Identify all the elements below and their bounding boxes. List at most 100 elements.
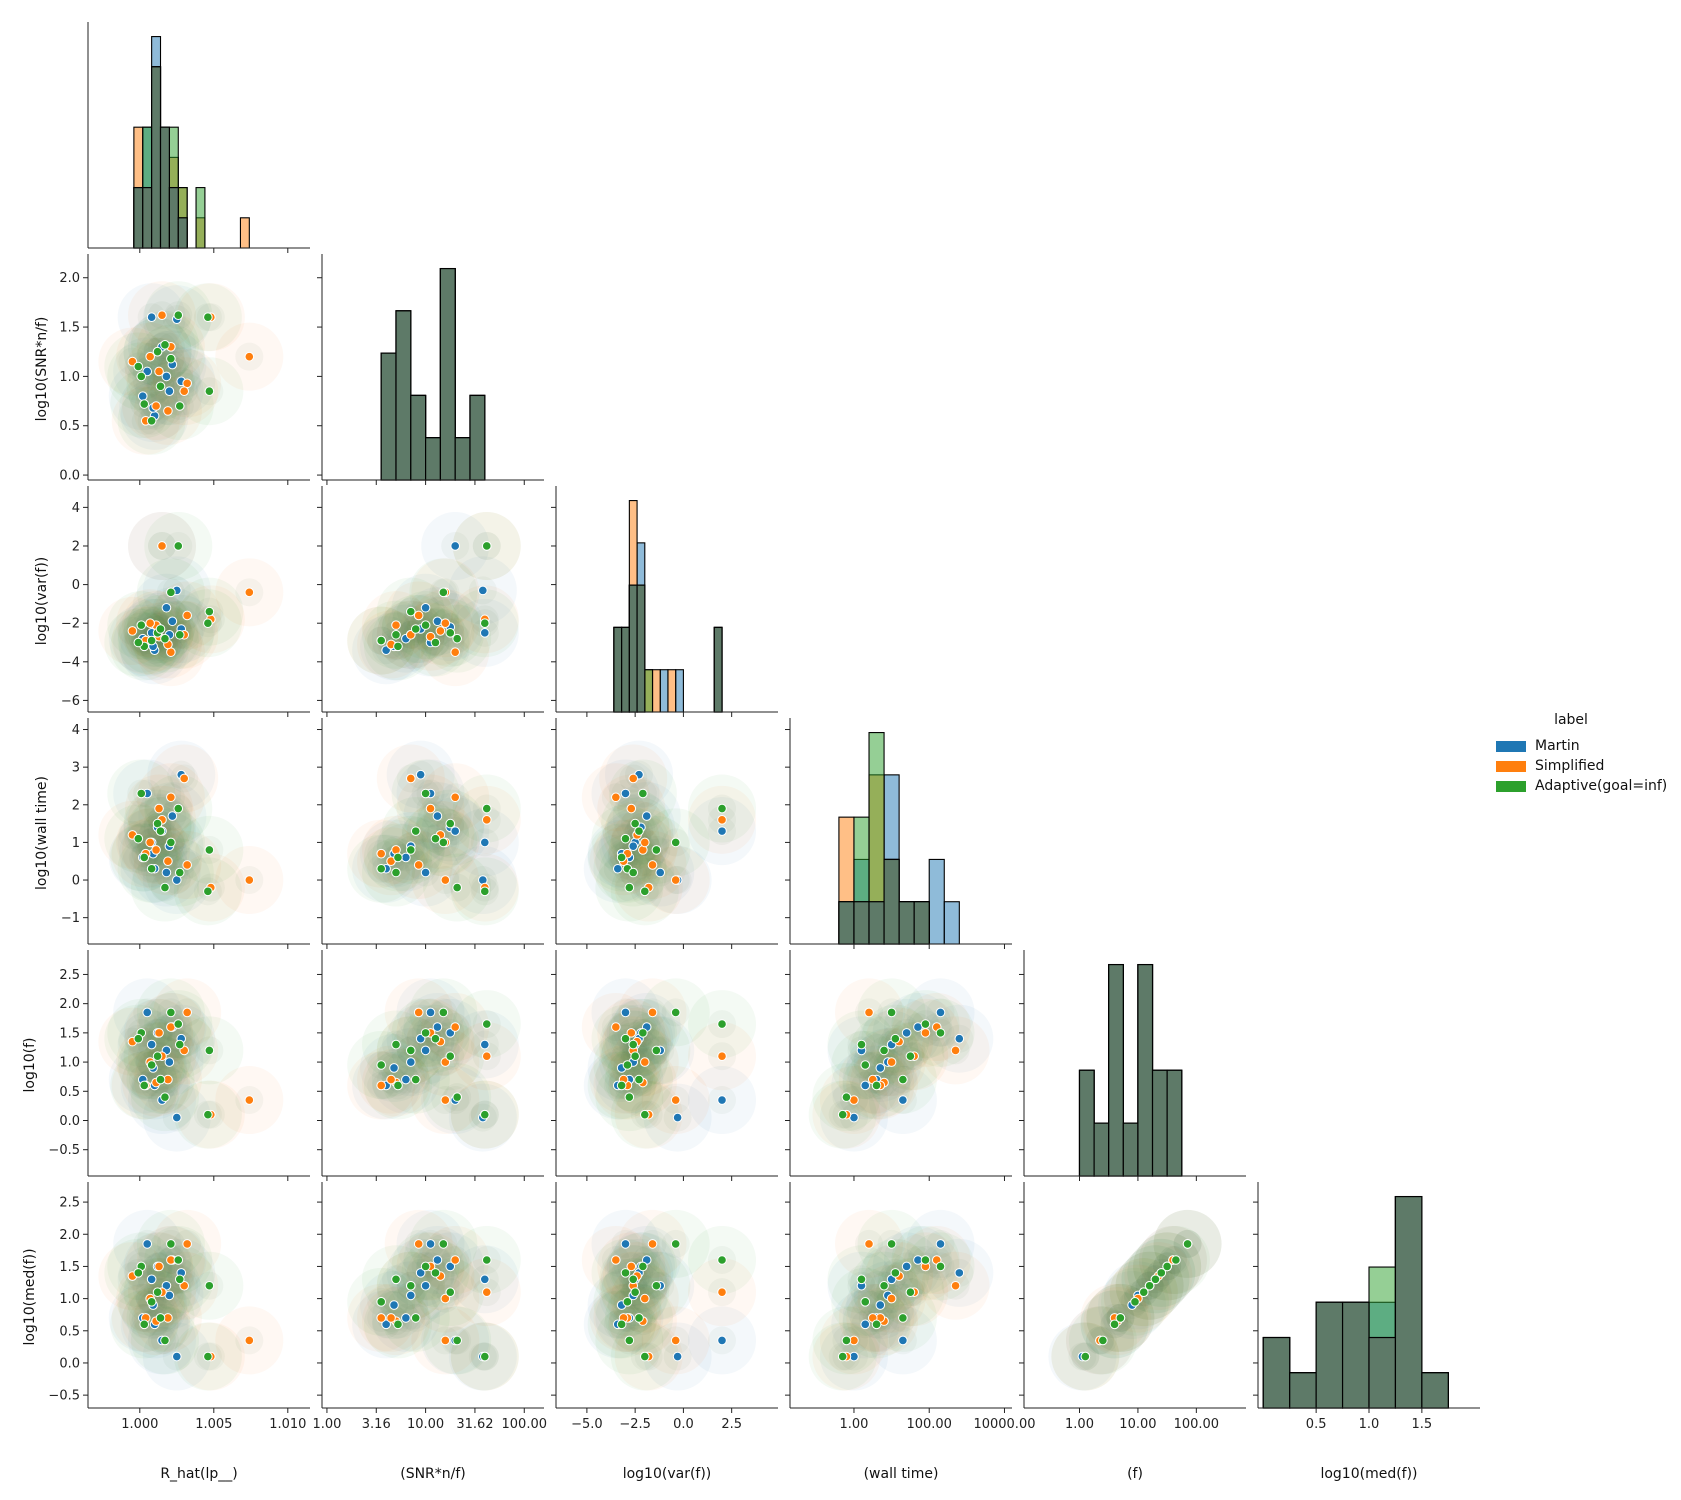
scatter-point-adaptive (406, 606, 416, 617)
scatter-point-adaptive (160, 1335, 170, 1346)
scatter-point-adaptive (717, 1255, 727, 1265)
scatter-point-adaptive (879, 1280, 889, 1291)
x-tick-label: 1.0 (1359, 1417, 1380, 1432)
scatter-point-simplified (647, 1239, 658, 1249)
hist-overlap-bar (853, 901, 870, 945)
scatter-point-adaptive (481, 1019, 492, 1029)
scatter-point-adaptive (481, 803, 492, 814)
scatter-point-adaptive (391, 629, 401, 640)
legend-item-martin: Martin (1496, 736, 1681, 756)
x-tick-label: 0.5 (1306, 1417, 1327, 1432)
scatter-point-martin (860, 1319, 871, 1330)
scatter-point-adaptive (871, 1080, 882, 1091)
scatter-point-simplified (145, 837, 155, 848)
y-tick-label: −0.5 (48, 1143, 80, 1158)
scatter-point-simplified (154, 1261, 164, 1272)
y-axis-label: log10(SNR*n/f) (34, 317, 50, 422)
scatter-point-adaptive (391, 1039, 401, 1050)
scatter-point-adaptive (905, 1051, 916, 1062)
scatter-point-simplified (163, 856, 173, 867)
scatter-point-adaptive (438, 587, 449, 598)
scatter-point-martin (389, 1300, 399, 1310)
scatter-point-martin (478, 585, 488, 596)
y-axis-label: log10(med(f)) (22, 1248, 38, 1345)
scatter-point-martin (612, 863, 623, 874)
panel-r3-c0: −1 0 1 2 3 4 (61, 718, 310, 949)
y-axis-label: log10(var(f)) (34, 557, 50, 646)
x-tick-label: 100.00 (1174, 1417, 1220, 1432)
scatter-point-adaptive (616, 852, 627, 863)
scatter-point-adaptive (146, 863, 157, 874)
scatter-point-simplified (244, 587, 255, 598)
y-tick-label: 0 (72, 874, 80, 889)
hist-overlap-bar (395, 310, 412, 481)
scatter-point-simplified (950, 1045, 961, 1056)
scatter-point-adaptive (420, 620, 431, 630)
scatter-point-adaptive (204, 606, 215, 617)
hist-bar-simplified (667, 669, 677, 713)
panel-r1-c1 (317, 254, 544, 485)
scatter-point-adaptive (139, 1319, 150, 1330)
scatter-point-adaptive (898, 1313, 908, 1323)
scatter-point-adaptive (376, 863, 387, 874)
scatter-point-adaptive (717, 1019, 727, 1029)
scatter-point-simplified (440, 618, 451, 629)
scatter-point-adaptive (166, 587, 176, 598)
scatter-point-simplified (440, 1095, 451, 1105)
scatter-point-adaptive (630, 1051, 640, 1062)
y-tick-label: 1.5 (59, 1026, 80, 1041)
hist-overlap-bar (636, 584, 646, 713)
scatter-point-adaptive (445, 628, 456, 638)
scatter-point-simplified (920, 1028, 931, 1038)
scatter-point-adaptive (452, 882, 462, 893)
scatter-point-simplified (157, 310, 167, 321)
scatter-point-martin (420, 1045, 431, 1056)
scatter-point-martin (420, 867, 431, 878)
x-axis-label: (wall time) (864, 1466, 939, 1482)
panel-r2-c1 (317, 486, 544, 717)
scatter-point-adaptive (406, 845, 416, 855)
scatter-point-adaptive (203, 618, 213, 629)
scatter-point-adaptive (920, 1019, 931, 1029)
panel-r4-c4 (1019, 950, 1246, 1181)
scatter-point-martin (954, 1268, 965, 1278)
scatter-point-martin (142, 1007, 152, 1018)
scatter-point-adaptive (133, 1268, 144, 1278)
scatter-point-adaptive (203, 312, 213, 323)
scatter-point-adaptive (624, 1335, 635, 1346)
hist-overlap-bar (1151, 1069, 1168, 1177)
scatter-point-simplified (386, 1313, 396, 1323)
hist-overlap-bar (1315, 1301, 1344, 1409)
scatter-point-simplified (647, 860, 658, 870)
scatter-point-adaptive (1109, 1319, 1120, 1330)
scatter-point-martin (450, 826, 461, 836)
hist-overlap-bar (713, 626, 723, 713)
scatter-point-simplified (425, 803, 436, 814)
hist-overlap-bar (168, 186, 179, 249)
scatter-point-simplified (391, 620, 401, 630)
panel-r0-c0 (87, 22, 310, 253)
scatter-point-adaptive (480, 1351, 490, 1362)
hist-overlap-bar (469, 394, 486, 481)
hist-overlap-bar (1078, 1069, 1095, 1177)
x-axis-label: (f) (1127, 1466, 1143, 1482)
scatter-point-simplified (182, 610, 192, 621)
scatter-point-simplified (950, 1280, 961, 1291)
scatter-point-adaptive (410, 1313, 421, 1323)
y-tick-label: 0.0 (59, 1114, 80, 1129)
scatter-point-simplified (145, 351, 155, 362)
x-axis-label: R_hat(lp__) (160, 1466, 237, 1482)
scatter-point-martin (167, 616, 178, 627)
scatter-point-adaptive (622, 1060, 633, 1070)
scatter-point-simplified (127, 626, 138, 636)
y-tick-label: 0.5 (59, 419, 80, 434)
scatter-point-martin (406, 1290, 416, 1301)
scatter-point-martin (655, 867, 666, 878)
y-tick-label: 4 (72, 501, 80, 516)
scatter-point-adaptive (139, 399, 150, 409)
hist-overlap-bar (1262, 1336, 1291, 1409)
legend-swatch-simplified (1496, 760, 1526, 772)
scatter-point-adaptive (640, 1109, 650, 1120)
scatter-point-adaptive (410, 826, 421, 836)
scatter-point-adaptive (1138, 1287, 1149, 1297)
